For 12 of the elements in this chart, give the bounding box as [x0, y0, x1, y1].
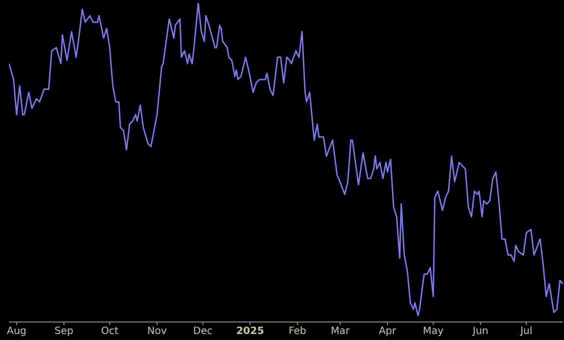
x-tick-label: Nov	[147, 326, 167, 337]
x-tick-label: Jun	[472, 326, 488, 337]
x-tick-label: Apr	[378, 326, 398, 337]
x-tick-label: May	[422, 326, 444, 337]
x-tick-label: Aug	[6, 326, 26, 337]
x-tick-label: 2025	[236, 326, 264, 337]
x-tick-label: Feb	[288, 326, 306, 337]
x-tick-label: Sep	[54, 326, 74, 337]
x-tick-label: Oct	[101, 326, 118, 337]
x-tick-label: Dec	[193, 326, 213, 337]
x-tick-label: Jul	[519, 326, 532, 337]
x-tick-label: Mar	[330, 326, 350, 337]
